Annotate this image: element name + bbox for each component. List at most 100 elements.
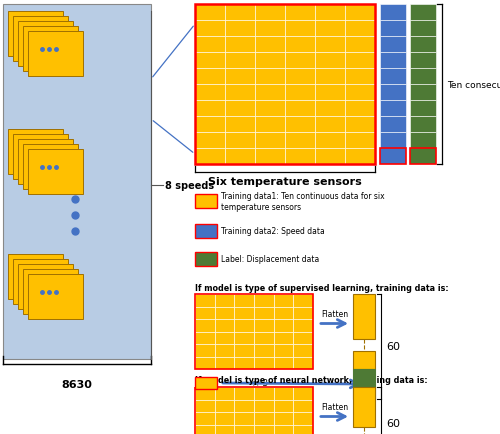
Bar <box>315 85 345 101</box>
Bar <box>225 149 255 164</box>
Text: If model is type of supervised learning, training data is:: If model is type of supervised learning,… <box>195 283 448 293</box>
Text: Flatten: Flatten <box>321 310 348 319</box>
Bar <box>225 69 255 85</box>
Bar <box>345 5 375 21</box>
Bar <box>285 5 315 21</box>
Text: Training data2: Speed data: Training data2: Speed data <box>221 227 325 236</box>
Bar <box>234 294 254 307</box>
Bar <box>3 5 151 359</box>
Bar <box>274 344 293 357</box>
Bar <box>214 332 234 344</box>
Bar <box>23 270 78 314</box>
Bar <box>255 117 285 133</box>
Bar <box>234 357 254 369</box>
Bar <box>23 145 78 190</box>
Text: Flatten: Flatten <box>321 403 348 411</box>
Bar <box>345 117 375 133</box>
Bar <box>274 307 293 319</box>
Bar <box>195 377 217 389</box>
Bar <box>380 101 406 117</box>
Bar <box>380 21 406 37</box>
Bar <box>195 37 225 53</box>
Bar <box>234 387 254 400</box>
Bar <box>285 149 315 164</box>
Bar <box>345 53 375 69</box>
Bar <box>254 387 274 400</box>
Bar <box>195 332 214 344</box>
Bar <box>410 69 436 85</box>
Bar <box>345 69 375 85</box>
Bar <box>315 5 345 21</box>
Bar <box>285 21 315 37</box>
Bar <box>255 5 285 21</box>
Bar <box>225 85 255 101</box>
Bar <box>285 69 315 85</box>
Bar <box>225 5 255 21</box>
Bar <box>8 254 63 299</box>
Bar <box>410 37 436 53</box>
Bar <box>28 150 83 194</box>
Bar <box>195 21 225 37</box>
Bar <box>234 319 254 332</box>
Bar <box>234 344 254 357</box>
Bar <box>410 133 436 149</box>
Bar <box>315 117 345 133</box>
Bar <box>225 117 255 133</box>
Bar <box>345 85 375 101</box>
Bar <box>294 424 313 434</box>
Bar <box>254 344 274 357</box>
Bar <box>18 264 73 309</box>
Bar <box>315 101 345 117</box>
Bar <box>254 412 274 424</box>
Bar <box>255 69 285 85</box>
Bar <box>410 21 436 37</box>
Bar <box>234 332 254 344</box>
Bar <box>345 133 375 149</box>
Bar <box>254 400 274 412</box>
Bar <box>234 307 254 319</box>
Bar <box>195 387 313 434</box>
Bar <box>234 424 254 434</box>
Bar <box>380 85 406 101</box>
Bar <box>225 133 255 149</box>
Bar <box>380 133 406 149</box>
Bar <box>345 101 375 117</box>
Bar <box>285 133 315 149</box>
Bar <box>274 319 293 332</box>
Bar <box>315 69 345 85</box>
Bar <box>254 319 274 332</box>
Bar <box>13 17 68 62</box>
Bar <box>195 412 214 424</box>
Text: If model is type of neural network, training data is:: If model is type of neural network, trai… <box>195 375 428 384</box>
Bar <box>294 412 313 424</box>
Bar <box>410 5 436 21</box>
Bar <box>195 319 214 332</box>
Text: 60: 60 <box>386 342 400 352</box>
Bar <box>234 400 254 412</box>
Bar <box>353 294 375 339</box>
Bar <box>274 357 293 369</box>
Bar <box>315 133 345 149</box>
Bar <box>8 12 63 57</box>
Text: × 3: × 3 <box>252 378 268 388</box>
Bar <box>285 117 315 133</box>
Bar <box>294 319 313 332</box>
Bar <box>294 400 313 412</box>
Bar <box>195 387 214 400</box>
Bar <box>345 37 375 53</box>
Bar <box>255 149 285 164</box>
Bar <box>195 400 214 412</box>
Bar <box>254 332 274 344</box>
Bar <box>345 149 375 164</box>
Bar <box>13 135 68 180</box>
Bar <box>234 412 254 424</box>
Bar <box>285 53 315 69</box>
Bar <box>294 357 313 369</box>
Bar <box>195 5 375 164</box>
Bar <box>410 101 436 117</box>
Bar <box>195 53 225 69</box>
Bar <box>214 424 234 434</box>
Bar <box>315 21 345 37</box>
Bar <box>294 387 313 400</box>
Bar <box>28 32 83 77</box>
